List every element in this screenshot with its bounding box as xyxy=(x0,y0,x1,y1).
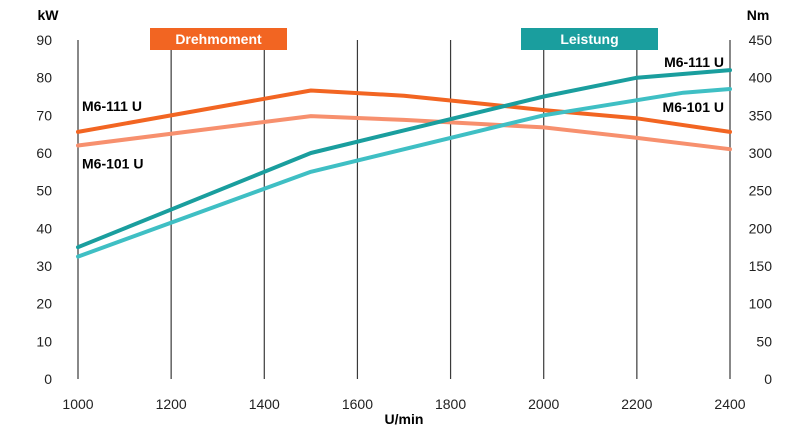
right-tick-label: 50 xyxy=(756,333,772,349)
right-tick-label: 300 xyxy=(749,145,773,161)
legend: Drehmoment Leistung xyxy=(150,28,658,50)
left-tick-label: 10 xyxy=(36,333,52,349)
x-tick-label: 1800 xyxy=(435,396,466,412)
x-tick-label: 1200 xyxy=(156,396,187,412)
right-axis: 0 50 100 150 200 250 300 350 400 450 xyxy=(749,32,773,387)
right-tick-label: 250 xyxy=(749,183,773,199)
series-labels: M6-111 U M6-101 U M6-111 U M6-101 U xyxy=(82,54,724,171)
right-tick-label: 100 xyxy=(749,296,773,312)
right-tick-label: 450 xyxy=(749,32,773,48)
legend-swatch-drehmoment xyxy=(150,28,287,50)
right-tick-label: 400 xyxy=(749,70,773,86)
right-tick-label: 150 xyxy=(749,258,773,274)
right-axis-unit: Nm xyxy=(747,7,770,23)
series-line-drehmoment-1 xyxy=(76,88,732,134)
left-tick-label: 80 xyxy=(36,70,52,86)
x-tick-label: 2200 xyxy=(621,396,652,412)
right-tick-label: 350 xyxy=(749,107,773,123)
left-tick-label: 30 xyxy=(36,258,52,274)
x-axis: 1000 1200 1400 1600 1800 2000 2200 2400 xyxy=(62,396,745,412)
series-line-drehmoment-2 xyxy=(76,114,732,152)
x-tick-label: 2400 xyxy=(714,396,745,412)
right-tick-label: 0 xyxy=(764,371,772,387)
left-tick-label: 50 xyxy=(36,183,52,199)
x-tick-label: 2000 xyxy=(528,396,559,412)
left-tick-label: 40 xyxy=(36,220,52,236)
left-tick-label: 70 xyxy=(36,107,52,123)
left-tick-label: 90 xyxy=(36,32,52,48)
left-tick-label: 20 xyxy=(36,296,52,312)
x-tick-label: 1600 xyxy=(342,396,373,412)
x-axis-label: U/min xyxy=(385,411,424,427)
series-label: M6-101 U xyxy=(82,155,143,171)
legend-label: Leistung xyxy=(560,31,618,47)
series-line-leistung-4 xyxy=(76,87,732,259)
left-axis-unit: kW xyxy=(38,7,60,23)
left-tick-label: 0 xyxy=(44,371,52,387)
x-tick-label: 1400 xyxy=(249,396,280,412)
series-lines xyxy=(76,68,732,259)
x-tick-label: 1000 xyxy=(62,396,93,412)
right-tick-label: 200 xyxy=(749,220,773,236)
series-label: M6-111 U xyxy=(82,98,142,114)
series-label: M6-111 U xyxy=(664,54,724,70)
series-line-leistung-3 xyxy=(76,68,732,250)
legend-label: Drehmoment xyxy=(175,31,262,47)
left-axis: 0 10 20 30 40 50 60 70 80 90 xyxy=(36,32,52,387)
legend-swatch-leistung xyxy=(521,28,658,50)
series-label: M6-101 U xyxy=(663,99,724,115)
left-tick-label: 60 xyxy=(36,145,52,161)
